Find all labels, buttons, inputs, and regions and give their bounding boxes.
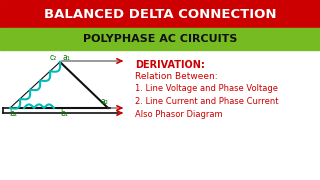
Text: POLYPHASE AC CIRCUITS: POLYPHASE AC CIRCUITS [83, 34, 237, 44]
Text: a₂: a₂ [100, 98, 108, 107]
Text: 1. Line Voltage and Phase Voltage: 1. Line Voltage and Phase Voltage [135, 84, 278, 93]
Text: BALANCED DELTA CONNECTION: BALANCED DELTA CONNECTION [44, 8, 276, 21]
Text: c₂: c₂ [49, 53, 57, 62]
Text: Also Phasor Diagram: Also Phasor Diagram [135, 110, 223, 119]
Text: b₂: b₂ [9, 109, 17, 118]
Text: Relation Between:: Relation Between: [135, 72, 218, 81]
Bar [0, 0, 320, 28]
Bar [0, 28, 320, 50]
Text: DERIVATION:: DERIVATION: [135, 60, 205, 70]
Text: a₁: a₁ [62, 53, 70, 62]
Text: b₁: b₁ [60, 109, 68, 118]
Text: 2. Line Current and Phase Current: 2. Line Current and Phase Current [135, 97, 278, 106]
